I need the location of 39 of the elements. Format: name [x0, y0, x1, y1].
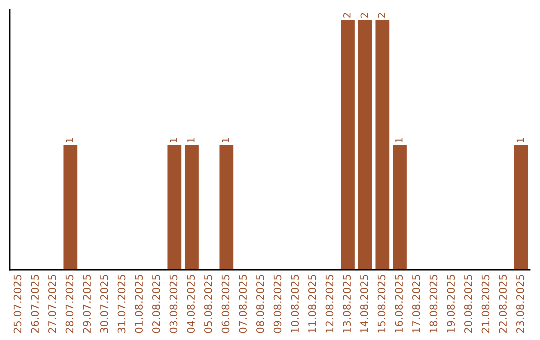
x-tick-label: 23.08.2025 — [516, 275, 524, 334]
x-tick-label: 16.08.2025 — [395, 275, 404, 333]
x-tick-label: 06.08.2025 — [222, 275, 230, 334]
x-tick-label: 25.07.2025 — [14, 275, 22, 334]
data-label: 1 — [188, 138, 195, 143]
x-tick-label: 01.08.2025 — [135, 275, 144, 334]
data-label: 1 — [170, 138, 178, 143]
data-label: 1 — [222, 138, 230, 143]
x-tick-label: 09.08.2025 — [274, 275, 282, 334]
data-label: 1 — [516, 138, 524, 143]
data-label: 1 — [396, 138, 403, 143]
x-tick-label: 17.08.2025 — [412, 275, 420, 333]
x-tick-label: 18.08.2025 — [430, 275, 438, 333]
x-tick-label: 05.08.2025 — [204, 275, 212, 334]
x-tick-label: 28.07.2025 — [66, 275, 74, 334]
data-label: 1 — [66, 138, 74, 143]
x-tick-label: 07.08.2025 — [239, 275, 248, 334]
x-tick-label: 31.07.2025 — [118, 275, 126, 334]
x-tick-label: 27.07.2025 — [48, 275, 56, 334]
x-tick-label: 11.08.2025 — [308, 275, 316, 333]
x-tick-label: 03.08.2025 — [170, 275, 178, 334]
x-tick-label: 13.08.2025 — [343, 275, 352, 333]
x-tick-label: 26.07.2025 — [31, 275, 40, 334]
x-tick-label: 14.08.2025 — [360, 275, 368, 333]
x-tick-label: 10.08.2025 — [291, 275, 300, 333]
x-tick-label: 22.08.2025 — [499, 275, 508, 334]
x-tick-label: 08.08.2025 — [256, 275, 264, 334]
x-tick-label: 04.08.2025 — [187, 275, 196, 334]
x-tick-label: 30.07.2025 — [100, 275, 108, 334]
x-tick-label: 20.08.2025 — [464, 275, 472, 334]
data-label: 2 — [343, 13, 351, 18]
x-tick-label: 12.08.2025 — [326, 275, 334, 333]
x-tick-label: 02.08.2025 — [152, 275, 160, 334]
data-label: 2 — [378, 13, 386, 18]
x-tick-label: 29.07.2025 — [83, 275, 92, 334]
data-label: 2 — [360, 13, 368, 18]
x-tick-label: 15.08.2025 — [378, 275, 386, 333]
x-tick-label: 21.08.2025 — [482, 275, 490, 334]
x-tick-label: 19.08.2025 — [447, 275, 456, 333]
